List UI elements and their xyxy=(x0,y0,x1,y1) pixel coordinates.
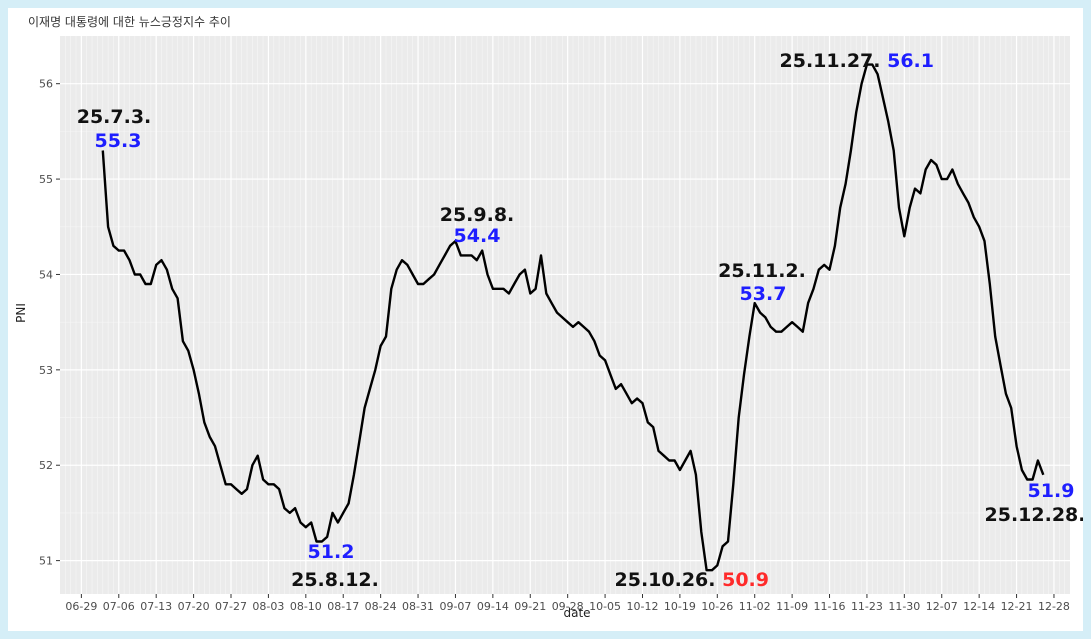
x-axis: 06-29 07-06 07-13 07-20 07-27 08-03 08-10 08-17… xyxy=(65,594,1070,613)
x-tick-label: 09-28 xyxy=(552,600,584,613)
y-tick-label: 56 xyxy=(39,78,53,91)
x-tick-label: 08-17 xyxy=(327,600,359,613)
x-tick-label: 08-10 xyxy=(290,600,322,613)
x-tick-label: 07-06 xyxy=(103,600,135,613)
x-tick-label: 11-30 xyxy=(888,600,920,613)
x-tick-label: 12-14 xyxy=(963,600,995,613)
annotation-date: 25.8.12. xyxy=(291,569,379,591)
x-tick-label: 10-05 xyxy=(589,600,621,613)
x-tick-label: 07-20 xyxy=(178,600,210,613)
grid-minor xyxy=(60,36,1070,594)
annotation-date: 25.11.27. xyxy=(780,50,888,72)
annotations: 25.7.3.55.3 25.8.12. 51.2 25.9.8.54.4 25.10.… xyxy=(77,50,1083,591)
annotation-date: 25.12.28. xyxy=(985,504,1083,526)
y-tick-label: 54 xyxy=(39,268,53,281)
annotation-date: 25.10.26. xyxy=(615,569,723,591)
annotation-label: 25.10.26. 50.9 xyxy=(615,569,769,591)
x-tick-label: 09-21 xyxy=(514,600,546,613)
annotation-value: 54.4 xyxy=(454,225,501,247)
annotation-date: 25.11.2. xyxy=(718,260,806,282)
annotation-value: 51.9 xyxy=(1028,480,1075,502)
x-tick-label: 10-26 xyxy=(701,600,733,613)
plot-panel xyxy=(60,36,1070,594)
annotation-value: 53.7 xyxy=(740,283,787,305)
chart-frame: 이재명 대통령에 대한 뉴스긍정지수 추이 51 52 53 54 55 56 06-29… xyxy=(8,8,1083,631)
x-axis-title: date xyxy=(563,606,590,620)
x-tick-label: 07-13 xyxy=(140,600,172,613)
y-axis: 51 52 53 54 55 56 xyxy=(39,78,60,568)
annotation-value: 55.3 xyxy=(95,130,142,152)
x-tick-label: 09-07 xyxy=(439,600,471,613)
annotation-value: 51.2 xyxy=(308,541,355,563)
annotation-date: 25.9.8. xyxy=(440,204,515,226)
x-tick-label: 12-07 xyxy=(926,600,958,613)
chart-title: 이재명 대통령에 대한 뉴스긍정지수 추이 xyxy=(28,15,231,29)
x-tick-label: 11-16 xyxy=(814,600,846,613)
y-tick-label: 52 xyxy=(39,459,53,472)
x-tick-label: 10-19 xyxy=(664,600,696,613)
x-tick-label: 11-23 xyxy=(851,600,883,613)
y-tick-label: 53 xyxy=(39,364,53,377)
x-tick-label: 12-21 xyxy=(1001,600,1033,613)
y-tick-label: 55 xyxy=(39,173,53,186)
x-tick-label: 12-28 xyxy=(1038,600,1070,613)
x-tick-label: 07-27 xyxy=(215,600,247,613)
annotation-date: 25.7.3. xyxy=(77,106,152,128)
x-tick-label: 08-24 xyxy=(365,600,397,613)
grid-major xyxy=(60,36,1070,594)
x-tick-label: 11-02 xyxy=(739,600,771,613)
y-tick-label: 51 xyxy=(39,555,53,568)
annotation-label: 25.11.27. 56.1 xyxy=(780,50,934,72)
series-line-pni xyxy=(101,63,1045,572)
annotation-value: 56.1 xyxy=(887,50,934,72)
x-tick-label: 09-14 xyxy=(477,600,509,613)
y-axis-title: PNI xyxy=(14,303,28,323)
annotation-value: 50.9 xyxy=(722,569,769,591)
x-tick-label: 10-12 xyxy=(627,600,659,613)
x-tick-label: 08-03 xyxy=(252,600,284,613)
x-tick-label: 06-29 xyxy=(65,600,97,613)
x-tick-label: 11-09 xyxy=(776,600,808,613)
chart: 이재명 대통령에 대한 뉴스긍정지수 추이 51 52 53 54 55 56 06-29… xyxy=(14,15,1083,620)
x-tick-label: 08-31 xyxy=(402,600,434,613)
